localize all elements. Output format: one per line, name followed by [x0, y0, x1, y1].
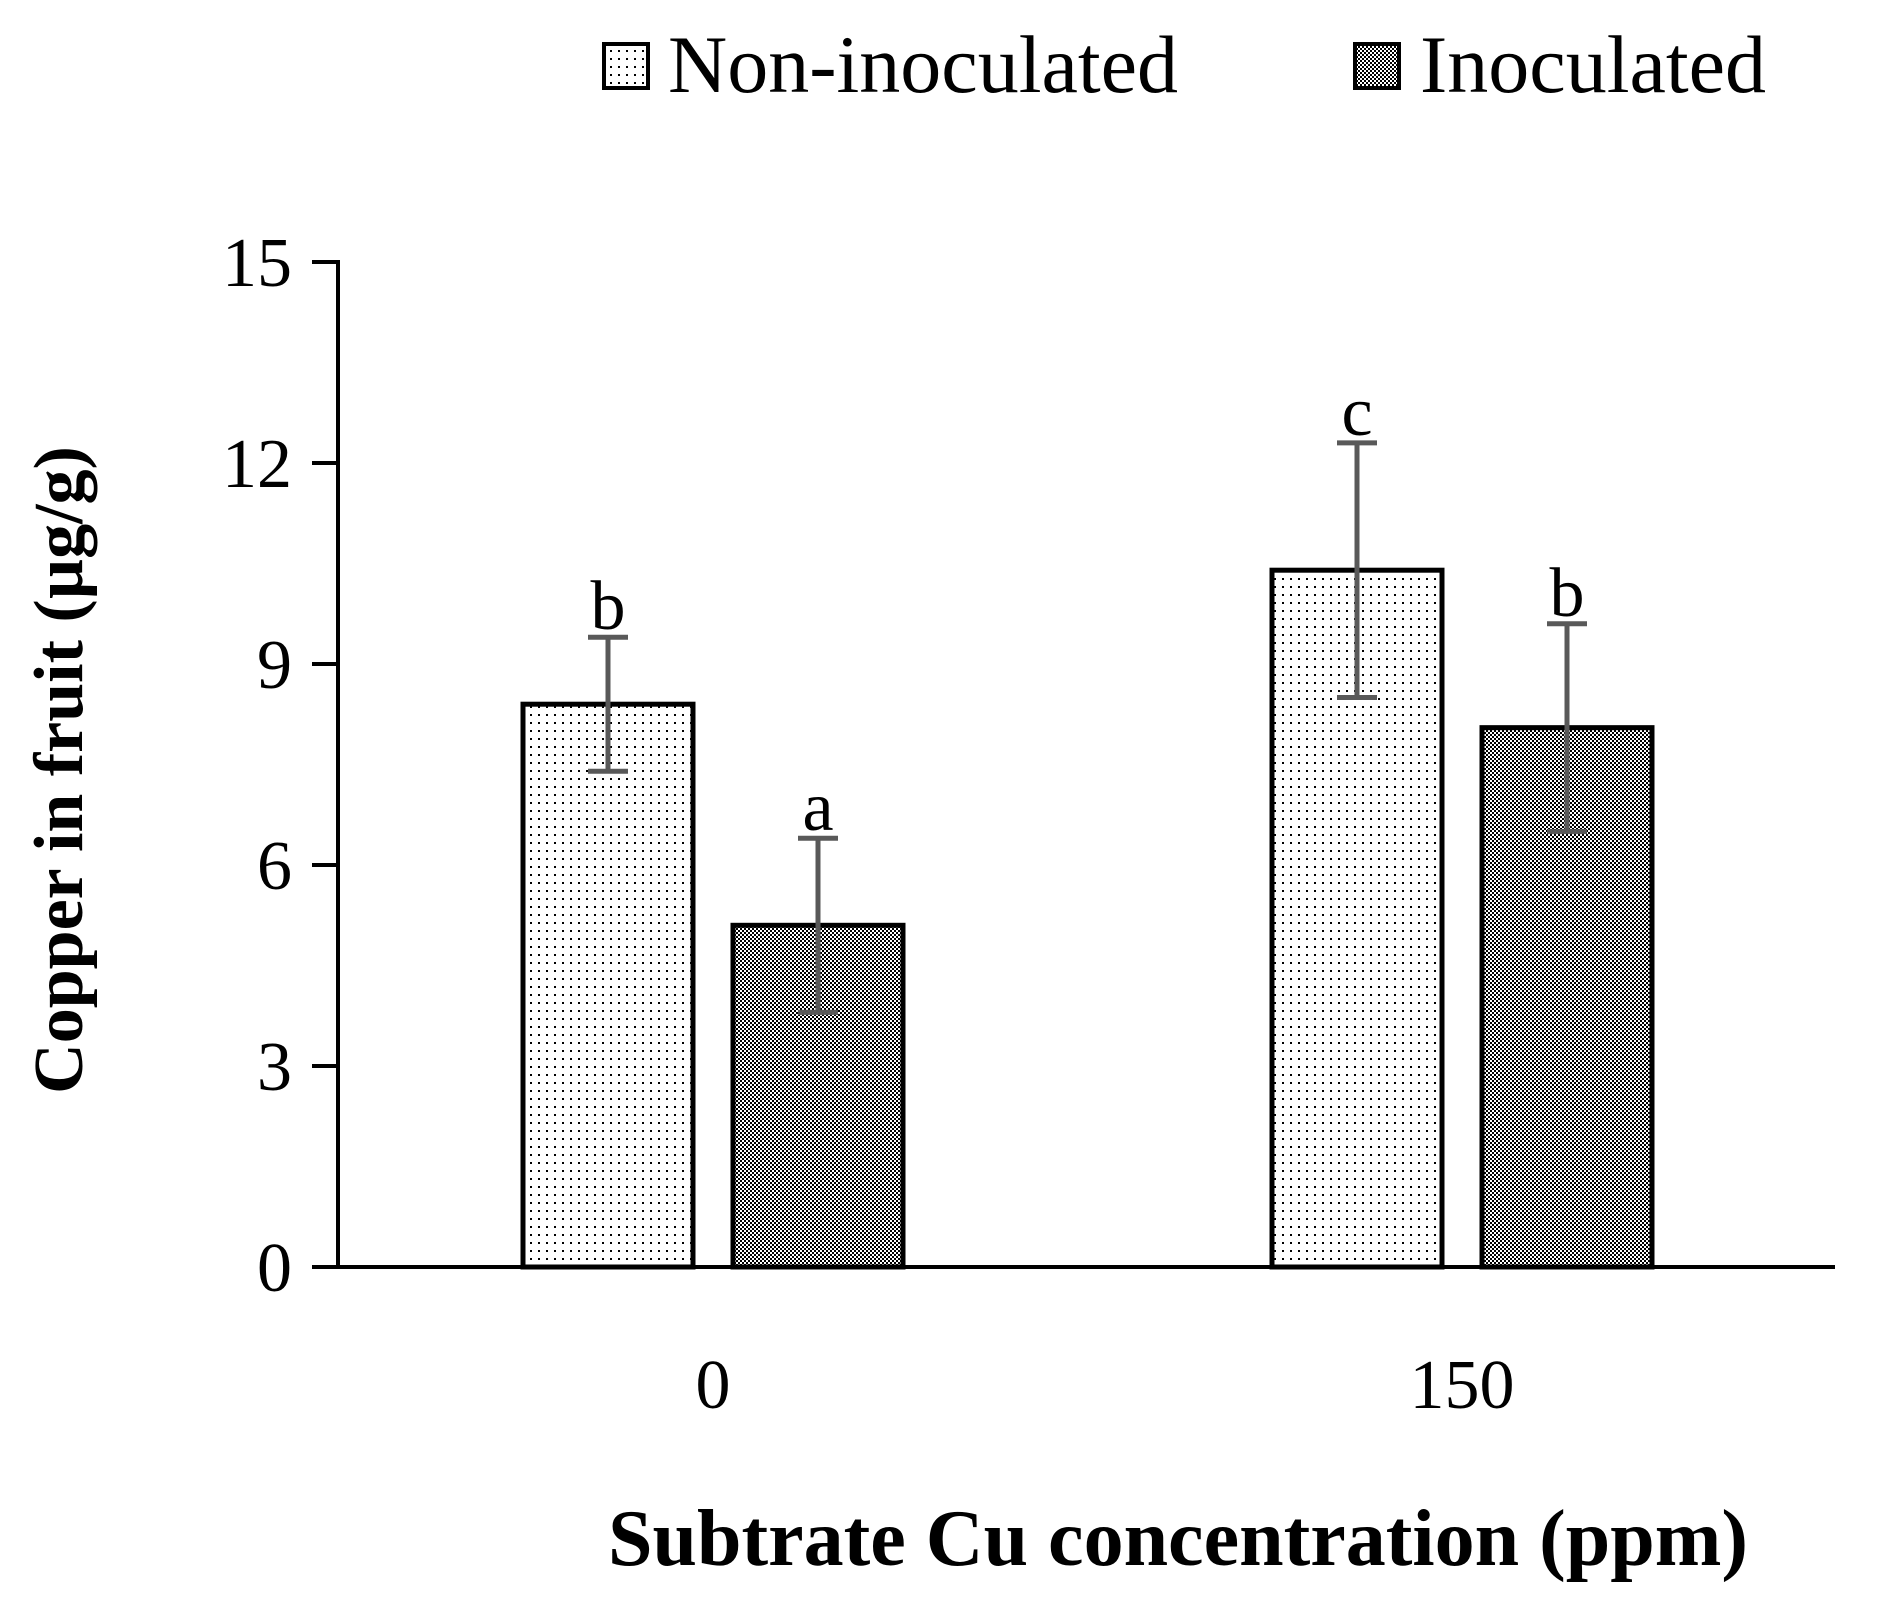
x-axis-title: Subtrate Cu concentration (ppm)	[608, 1495, 1748, 1583]
significance-label: a	[802, 769, 833, 846]
y-tick-labels: 0 3 6 9 12 15	[222, 225, 292, 1307]
y-tick-label: 9	[257, 627, 292, 704]
bar	[520, 701, 696, 1270]
y-axis-title: Copper in fruit (µg/g)	[21, 446, 98, 1094]
y-tick-label: 0	[257, 1230, 292, 1307]
legend-item-non-inoculated: Non-inoculated	[602, 19, 1178, 110]
y-tick-label: 6	[257, 828, 292, 905]
x-tick-label: 0	[696, 1347, 731, 1424]
y-tick-label: 15	[222, 225, 292, 302]
y-tick-label: 12	[222, 426, 292, 503]
legend-swatch-inoculated	[1353, 42, 1401, 90]
significance-label: b	[1550, 555, 1585, 632]
x-tick-labels: 0 150	[696, 1347, 1515, 1424]
significance-label: c	[1341, 374, 1372, 451]
legend-item-inoculated: Inoculated	[1353, 19, 1766, 110]
legend-label-inoculated: Inoculated	[1420, 19, 1766, 110]
legend-swatch-non-inoculated	[602, 42, 650, 90]
legend: Non-inoculated Inoculated	[602, 19, 1766, 110]
legend-label-non-inoculated: Non-inoculated	[668, 19, 1178, 110]
x-tick-label: 150	[1410, 1347, 1515, 1424]
significance-label: b	[591, 568, 626, 645]
y-tick-label: 3	[257, 1029, 292, 1106]
chart-marks: b c a b	[312, 260, 1835, 1270]
